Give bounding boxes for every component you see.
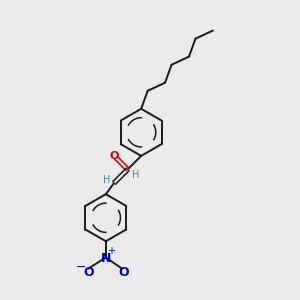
Text: O: O (118, 266, 128, 279)
Text: O: O (109, 151, 119, 160)
Text: N: N (100, 252, 111, 265)
Text: −: − (76, 261, 86, 274)
Text: O: O (83, 266, 94, 279)
Text: H: H (132, 170, 140, 180)
Text: +: + (107, 246, 116, 256)
Text: H: H (103, 175, 110, 185)
